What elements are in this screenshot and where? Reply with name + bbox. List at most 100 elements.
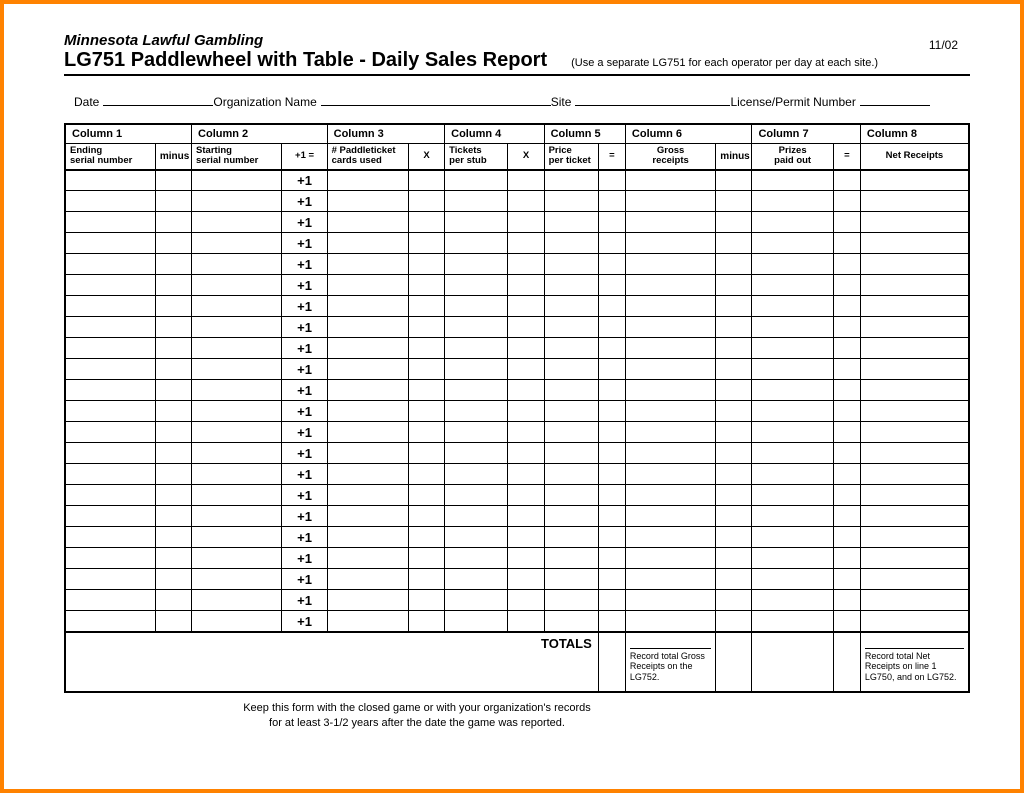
data-cell[interactable] (625, 296, 715, 317)
data-cell[interactable] (544, 464, 598, 485)
data-cell[interactable] (544, 506, 598, 527)
data-cell[interactable] (860, 485, 969, 506)
data-cell[interactable] (445, 338, 508, 359)
data-cell[interactable] (192, 275, 282, 296)
data-cell[interactable] (327, 275, 408, 296)
data-cell[interactable] (752, 191, 833, 212)
data-cell[interactable] (192, 506, 282, 527)
data-cell[interactable] (327, 590, 408, 611)
data-cell[interactable] (192, 191, 282, 212)
data-cell[interactable] (860, 590, 969, 611)
data-cell[interactable] (544, 380, 598, 401)
data-cell[interactable] (327, 359, 408, 380)
data-cell[interactable] (65, 590, 155, 611)
data-cell[interactable] (445, 527, 508, 548)
data-cell[interactable] (192, 212, 282, 233)
data-cell[interactable] (445, 506, 508, 527)
data-cell[interactable] (544, 191, 598, 212)
data-cell[interactable] (65, 317, 155, 338)
data-cell[interactable] (752, 506, 833, 527)
data-cell[interactable] (65, 485, 155, 506)
site-field[interactable] (575, 94, 730, 106)
data-cell[interactable] (544, 443, 598, 464)
data-cell[interactable] (192, 548, 282, 569)
data-cell[interactable] (625, 401, 715, 422)
data-cell[interactable] (65, 380, 155, 401)
data-cell[interactable] (445, 380, 508, 401)
data-cell[interactable] (752, 611, 833, 632)
data-cell[interactable] (625, 548, 715, 569)
data-cell[interactable] (65, 212, 155, 233)
data-cell[interactable] (445, 464, 508, 485)
totals-net-cell[interactable]: Record total Net Receipts on line 1 LG75… (860, 632, 969, 692)
data-cell[interactable] (544, 611, 598, 632)
data-cell[interactable] (445, 443, 508, 464)
date-field[interactable] (103, 94, 213, 106)
data-cell[interactable] (860, 569, 969, 590)
data-cell[interactable] (752, 233, 833, 254)
data-cell[interactable] (65, 464, 155, 485)
data-cell[interactable] (625, 233, 715, 254)
data-cell[interactable] (752, 401, 833, 422)
data-cell[interactable] (625, 191, 715, 212)
data-cell[interactable] (192, 170, 282, 191)
data-cell[interactable] (625, 590, 715, 611)
data-cell[interactable] (752, 485, 833, 506)
data-cell[interactable] (65, 359, 155, 380)
data-cell[interactable] (625, 569, 715, 590)
data-cell[interactable] (860, 212, 969, 233)
data-cell[interactable] (192, 464, 282, 485)
data-cell[interactable] (860, 254, 969, 275)
data-cell[interactable] (327, 443, 408, 464)
data-cell[interactable] (445, 317, 508, 338)
data-cell[interactable] (625, 254, 715, 275)
data-cell[interactable] (445, 569, 508, 590)
totals-prizes-cell[interactable] (752, 632, 833, 692)
data-cell[interactable] (544, 233, 598, 254)
data-cell[interactable] (625, 359, 715, 380)
lic-field[interactable] (860, 94, 930, 106)
data-cell[interactable] (544, 317, 598, 338)
data-cell[interactable] (544, 422, 598, 443)
data-cell[interactable] (625, 611, 715, 632)
data-cell[interactable] (544, 569, 598, 590)
data-cell[interactable] (445, 296, 508, 317)
data-cell[interactable] (445, 275, 508, 296)
data-cell[interactable] (192, 443, 282, 464)
data-cell[interactable] (192, 338, 282, 359)
data-cell[interactable] (192, 380, 282, 401)
data-cell[interactable] (860, 443, 969, 464)
data-cell[interactable] (752, 590, 833, 611)
data-cell[interactable] (625, 317, 715, 338)
data-cell[interactable] (544, 527, 598, 548)
data-cell[interactable] (860, 401, 969, 422)
data-cell[interactable] (445, 485, 508, 506)
data-cell[interactable] (860, 611, 969, 632)
data-cell[interactable] (445, 611, 508, 632)
data-cell[interactable] (327, 401, 408, 422)
data-cell[interactable] (625, 212, 715, 233)
data-cell[interactable] (192, 485, 282, 506)
data-cell[interactable] (327, 170, 408, 191)
data-cell[interactable] (327, 380, 408, 401)
data-cell[interactable] (752, 443, 833, 464)
data-cell[interactable] (544, 359, 598, 380)
data-cell[interactable] (327, 422, 408, 443)
data-cell[interactable] (860, 506, 969, 527)
data-cell[interactable] (65, 506, 155, 527)
data-cell[interactable] (544, 212, 598, 233)
data-cell[interactable] (752, 296, 833, 317)
data-cell[interactable] (445, 212, 508, 233)
data-cell[interactable] (544, 590, 598, 611)
data-cell[interactable] (445, 401, 508, 422)
data-cell[interactable] (752, 569, 833, 590)
data-cell[interactable] (327, 338, 408, 359)
data-cell[interactable] (860, 338, 969, 359)
data-cell[interactable] (752, 464, 833, 485)
data-cell[interactable] (625, 422, 715, 443)
data-cell[interactable] (65, 569, 155, 590)
data-cell[interactable] (192, 401, 282, 422)
data-cell[interactable] (327, 611, 408, 632)
data-cell[interactable] (192, 527, 282, 548)
data-cell[interactable] (327, 548, 408, 569)
